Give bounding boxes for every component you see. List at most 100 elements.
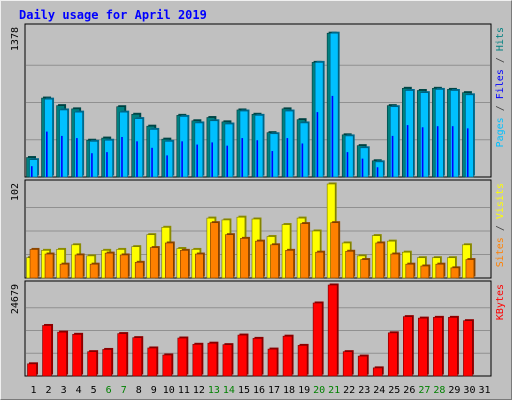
kbytes-bar bbox=[387, 332, 398, 377]
pages-bar bbox=[209, 120, 219, 178]
sites-bar bbox=[164, 242, 174, 279]
files-bar bbox=[346, 152, 349, 177]
kbytes-bar bbox=[192, 343, 203, 377]
kbytes-bar bbox=[177, 337, 188, 377]
day-tick-label: 23 bbox=[358, 385, 370, 396]
files-bar bbox=[106, 152, 108, 177]
pages-bar bbox=[435, 89, 444, 178]
kbytes-bar bbox=[57, 331, 67, 377]
day-tick-label: 28 bbox=[433, 385, 445, 396]
sites-bar bbox=[315, 251, 324, 279]
sites-bar bbox=[435, 263, 445, 279]
files-bar bbox=[466, 128, 469, 177]
day-tick-label: 17 bbox=[268, 385, 280, 396]
day-tick-label: 22 bbox=[343, 385, 355, 396]
day-tick-label: 13 bbox=[208, 385, 220, 396]
kbytes-bar bbox=[117, 333, 127, 377]
sites-bar bbox=[375, 242, 385, 279]
kbytes-bar bbox=[87, 351, 97, 377]
day-tick-label: 31 bbox=[478, 385, 490, 396]
kbytes-bar bbox=[433, 317, 443, 377]
pages-bar bbox=[224, 123, 234, 178]
sites-bar bbox=[89, 263, 99, 279]
kbytes-bar bbox=[237, 334, 248, 377]
kbytes-bar bbox=[102, 349, 112, 377]
kbytes-bar bbox=[207, 342, 218, 377]
kbytes-bar bbox=[27, 363, 37, 377]
chart-title: Daily usage for April 2019 bbox=[19, 8, 207, 22]
files-bar bbox=[181, 141, 183, 177]
panel-2-max-label: 102 bbox=[10, 183, 21, 201]
day-tick-label: 11 bbox=[178, 385, 190, 396]
sites-bar bbox=[285, 250, 294, 279]
pages-bar bbox=[164, 141, 174, 178]
files-bar bbox=[361, 158, 364, 177]
kbytes-bar bbox=[147, 347, 158, 377]
pages-bar bbox=[299, 122, 309, 178]
kbytes-bar bbox=[312, 302, 323, 377]
files-bar bbox=[286, 138, 289, 177]
files-bar bbox=[196, 144, 198, 177]
panel-1-max-label: 1378 bbox=[10, 27, 21, 51]
day-tick-label: 3 bbox=[61, 385, 67, 396]
day-tick-label: 25 bbox=[388, 385, 400, 396]
files-bar bbox=[121, 136, 123, 177]
day-tick-label: 19 bbox=[298, 385, 310, 396]
pages-bar bbox=[119, 111, 128, 178]
kbytes-bar bbox=[463, 320, 473, 377]
files-bar bbox=[226, 145, 229, 177]
files-bar bbox=[46, 131, 48, 177]
day-tick-label: 12 bbox=[193, 385, 205, 396]
kbytes-bar bbox=[418, 317, 428, 377]
legend-entry: Files bbox=[495, 69, 506, 99]
files-bar bbox=[436, 126, 439, 177]
panel-1-legend: Pages / Files / Hits bbox=[495, 27, 506, 147]
files-bar bbox=[31, 166, 33, 177]
sites-bar bbox=[44, 253, 54, 279]
files-bar bbox=[331, 95, 334, 177]
kbytes-bar bbox=[132, 337, 143, 377]
kbytes-bar bbox=[342, 351, 353, 377]
pages-bar bbox=[29, 159, 38, 178]
day-tick-label: 16 bbox=[253, 385, 265, 396]
legend-entry: / bbox=[495, 99, 506, 117]
day-tick-label: 10 bbox=[163, 385, 175, 396]
sites-bar bbox=[420, 265, 430, 279]
sites-bar bbox=[405, 263, 415, 279]
pages-bar bbox=[149, 129, 159, 178]
files-bar bbox=[76, 138, 78, 177]
sites-bar bbox=[300, 223, 309, 279]
pages-bar bbox=[104, 139, 113, 178]
files-bar bbox=[61, 135, 63, 177]
pages-bar bbox=[269, 133, 279, 178]
day-tick-label: 29 bbox=[448, 385, 460, 396]
pages-bar bbox=[329, 32, 339, 178]
kbytes-bar bbox=[297, 345, 308, 377]
pages-bar bbox=[239, 110, 249, 178]
sites-bar bbox=[149, 247, 159, 279]
files-bar bbox=[406, 125, 409, 177]
legend-entry: Hits bbox=[495, 27, 506, 51]
kbytes-bar bbox=[42, 325, 52, 377]
pages-bar bbox=[389, 106, 399, 178]
files-bar bbox=[301, 143, 304, 177]
pages-bar bbox=[420, 92, 429, 178]
pages-bar bbox=[405, 90, 414, 178]
pages-bar bbox=[44, 98, 53, 178]
pages-bar bbox=[314, 62, 324, 178]
sites-bar bbox=[29, 249, 39, 279]
day-tick-label: 15 bbox=[238, 385, 250, 396]
sites-bar bbox=[74, 254, 84, 279]
sites-bar bbox=[330, 222, 339, 279]
day-tick-label: 2 bbox=[46, 385, 52, 396]
kbytes-bar bbox=[252, 338, 263, 377]
sites-bar bbox=[134, 262, 144, 279]
sites-bar bbox=[360, 259, 370, 279]
files-bar bbox=[391, 135, 394, 177]
kbytes-bar bbox=[327, 284, 338, 377]
pages-bar bbox=[194, 122, 204, 178]
files-bar bbox=[376, 167, 379, 177]
day-tick-label: 5 bbox=[91, 385, 97, 396]
sites-bar bbox=[225, 234, 234, 279]
